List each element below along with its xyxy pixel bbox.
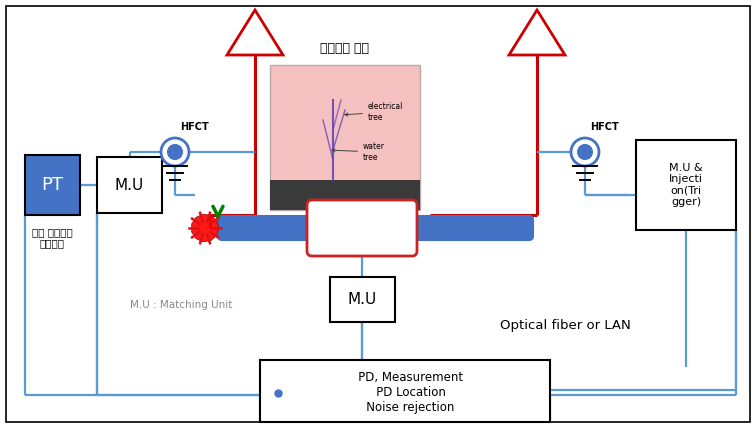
Text: electrical
tree: electrical tree	[345, 102, 404, 122]
Text: HFCT: HFCT	[590, 122, 618, 132]
Text: Sensor 개발: Sensor 개발	[228, 223, 283, 233]
Circle shape	[161, 138, 189, 166]
FancyBboxPatch shape	[636, 140, 736, 230]
Text: M.U: M.U	[348, 292, 377, 307]
FancyBboxPatch shape	[6, 6, 750, 422]
FancyBboxPatch shape	[218, 216, 316, 240]
Text: M.U &
Injecti
on(Tri
gger): M.U & Injecti on(Tri gger)	[669, 163, 703, 208]
Text: PD, Measurement
   PD Location
   Noise rejection: PD, Measurement PD Location Noise reject…	[347, 372, 463, 414]
Text: M.U: M.U	[115, 178, 144, 193]
FancyBboxPatch shape	[270, 65, 420, 210]
Text: water
tree: water tree	[332, 142, 385, 162]
Circle shape	[571, 138, 599, 166]
Circle shape	[168, 145, 182, 159]
Polygon shape	[509, 10, 565, 55]
FancyBboxPatch shape	[330, 277, 395, 322]
FancyBboxPatch shape	[408, 216, 533, 240]
Circle shape	[578, 145, 592, 159]
Text: Joint: Joint	[347, 221, 377, 235]
Text: PT: PT	[42, 176, 64, 194]
Polygon shape	[227, 10, 283, 55]
FancyBboxPatch shape	[307, 200, 417, 256]
Polygon shape	[191, 214, 219, 242]
Text: Sensor 개발: Sensor 개발	[350, 202, 405, 212]
FancyBboxPatch shape	[97, 157, 162, 213]
Text: 또는 전계센서
위상정보: 또는 전계센서 위상정보	[32, 227, 73, 249]
Text: Optical fiber or LAN: Optical fiber or LAN	[500, 318, 631, 332]
Text: HFCT: HFCT	[180, 122, 209, 132]
Text: M.U : Matching Unit: M.U : Matching Unit	[130, 300, 232, 310]
FancyBboxPatch shape	[260, 360, 550, 422]
Text: 케이블의 고장: 케이블의 고장	[321, 42, 370, 55]
FancyBboxPatch shape	[25, 155, 80, 215]
FancyBboxPatch shape	[270, 180, 420, 210]
